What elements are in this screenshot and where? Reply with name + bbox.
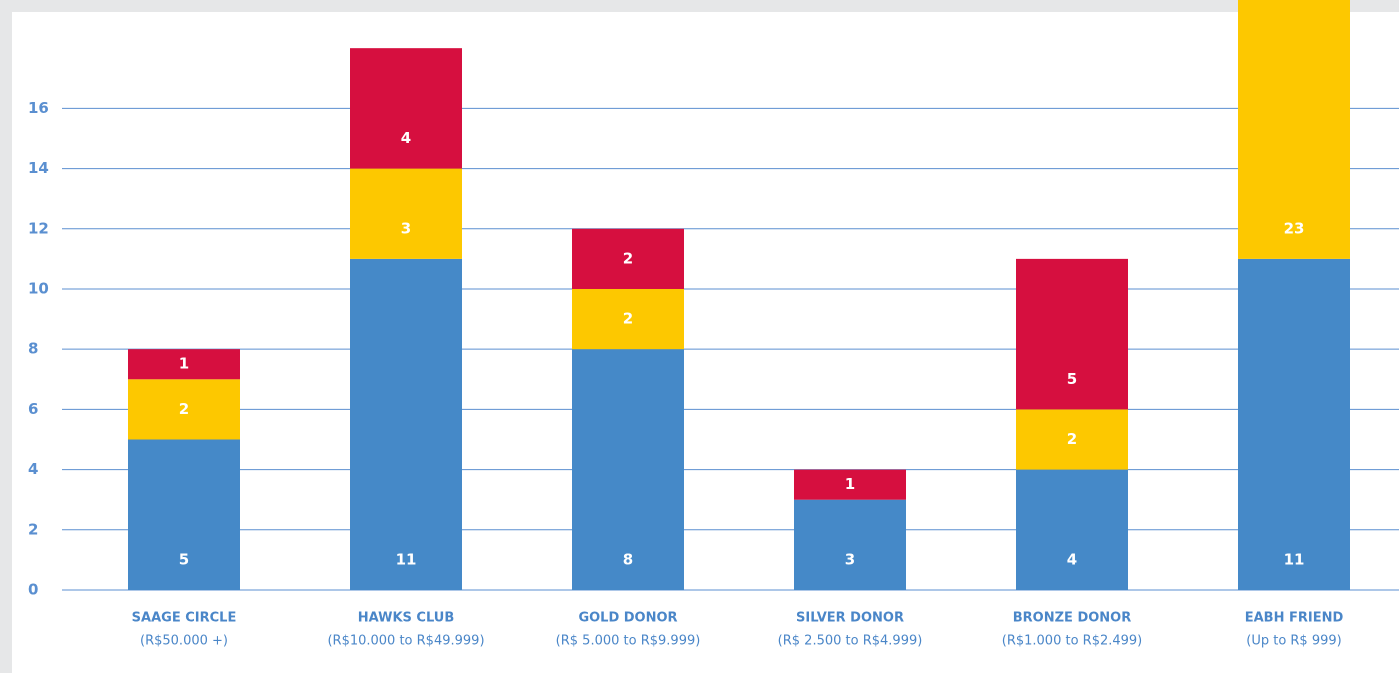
bar-segment xyxy=(128,349,240,380)
x-tick-sublabel: (R$50.000 +) xyxy=(140,634,228,649)
x-tick-label: GOLD DONOR xyxy=(578,611,677,626)
value-label: 2 xyxy=(1067,430,1077,448)
bar-segment xyxy=(1016,258,1128,410)
y-tick-label: 14 xyxy=(28,159,49,177)
x-tick-sublabel: (Up to R$ 999) xyxy=(1246,634,1341,649)
x-tick-sublabel: (R$1.000 to R$2.499) xyxy=(1002,634,1143,649)
x-tick-sublabel: (R$10.000 to R$49.999) xyxy=(327,634,484,649)
x-tick-label: HAWKS CLUB xyxy=(358,611,454,626)
value-label: 3 xyxy=(401,219,411,237)
bar-segment xyxy=(1238,0,1350,259)
x-tick-label: BRONZE DONOR xyxy=(1013,611,1131,626)
y-tick-label: 10 xyxy=(28,279,49,297)
bar-segment xyxy=(1238,258,1350,590)
panel xyxy=(12,12,1399,673)
bar-segment xyxy=(572,228,684,289)
x-tick-label: SILVER DONOR xyxy=(796,611,904,626)
bar-segment xyxy=(794,469,906,500)
bar-segment xyxy=(1016,409,1128,470)
value-label: 5 xyxy=(179,551,189,569)
bar-segment xyxy=(128,379,240,440)
y-tick-label: 2 xyxy=(28,520,38,538)
bar-segment xyxy=(350,258,462,590)
bar-segment xyxy=(350,48,462,169)
value-label: 1 xyxy=(845,475,855,493)
bar-segment xyxy=(350,168,462,259)
value-label: 2 xyxy=(623,310,633,328)
y-tick-label: 6 xyxy=(28,400,38,418)
value-label: 8 xyxy=(623,551,633,569)
bar-segment xyxy=(128,439,240,590)
y-tick-label: 12 xyxy=(28,219,49,237)
x-tick-sublabel: (R$ 2.500 to R$4.999) xyxy=(778,634,923,649)
y-tick-label: 16 xyxy=(28,99,49,117)
x-tick-label: SAAGE CIRCLE xyxy=(132,611,237,626)
bar-segment xyxy=(794,499,906,590)
value-label: 2 xyxy=(623,249,633,267)
x-tick-sublabel: (R$ 5.000 to R$9.999) xyxy=(556,634,701,649)
value-label: 4 xyxy=(401,129,411,147)
y-tick-label: 0 xyxy=(28,581,38,599)
bar-segment xyxy=(572,349,684,590)
value-label: 2 xyxy=(179,400,189,418)
value-label: 23 xyxy=(1284,219,1305,237)
value-label: 11 xyxy=(1284,551,1305,569)
value-label: 4 xyxy=(1067,551,1077,569)
value-label: 3 xyxy=(845,551,855,569)
y-tick-label: 4 xyxy=(28,460,38,478)
x-tick-label: EABH FRIEND xyxy=(1245,611,1344,626)
value-label: 5 xyxy=(1067,370,1077,388)
bar-segment xyxy=(1016,469,1128,590)
value-label: 1 xyxy=(179,355,189,373)
y-tick-label: 8 xyxy=(28,340,38,358)
value-label: 11 xyxy=(396,551,417,569)
bar-segment xyxy=(572,288,684,350)
